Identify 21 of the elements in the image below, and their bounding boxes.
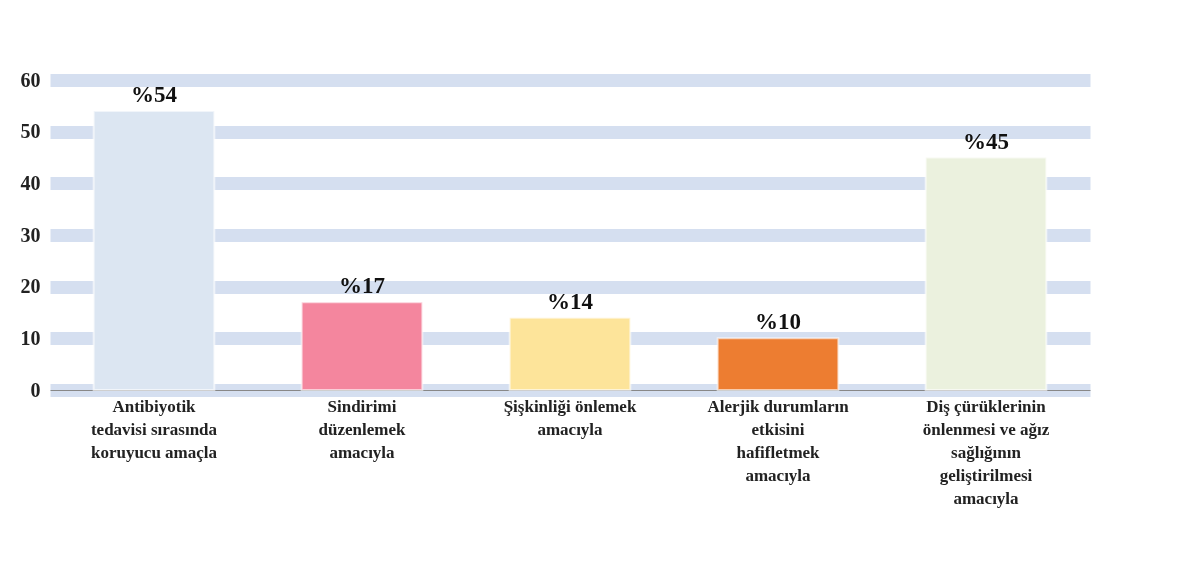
x-tick-label: Şişkinliği önlemek amacıyla	[503, 396, 637, 439]
x-tick-label: Antibiyotik tedavisi sırasında koruyucu amaçla	[90, 396, 218, 462]
bar	[508, 316, 632, 391]
data-label: %14	[547, 288, 594, 314]
x-tick-label: Alerjik durumların etkisini hafifletmek amacıyla	[707, 396, 850, 485]
y-tick-label: 40	[20, 171, 41, 194]
data-label: %54	[131, 82, 178, 107]
bar	[300, 301, 424, 391]
y-tick-label: 0	[30, 378, 41, 401]
data-label: %17	[339, 273, 385, 299]
y-tick-label: 60	[20, 68, 41, 91]
y-tick-label: 10	[20, 326, 41, 349]
bar	[924, 156, 1048, 391]
y-tick-label: 30	[20, 223, 41, 246]
data-label: %10	[755, 309, 801, 335]
x-tick-label: Sindirimi düzenlemek amacıyla	[318, 396, 406, 462]
x-tick-label: Diş çürüklerinin önlenmesi ve ağız sağlığının geliştirilmesi amacıyla	[922, 396, 1050, 508]
y-tick-label: 20	[20, 275, 41, 298]
data-label: %45	[963, 128, 1009, 154]
y-tick-label: 50	[20, 120, 41, 143]
bar	[716, 337, 840, 391]
